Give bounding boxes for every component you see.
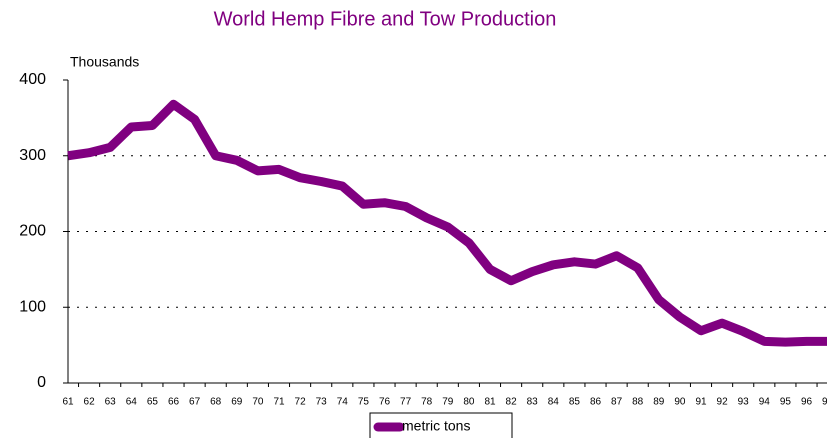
x-tick-label: 97 [822,397,827,408]
x-tick-label: 95 [780,397,792,408]
y-tick-label: 100 [19,298,46,315]
y-tick-label: 0 [37,374,46,391]
x-tick-label: 78 [421,397,433,408]
x-tick-label: 83 [527,397,539,408]
chart-title: World Hemp Fibre and Tow Production [214,8,557,30]
x-tick-label: 80 [463,397,475,408]
x-tick-label: 77 [400,397,412,408]
y-tick-label: 200 [19,223,46,240]
x-tick-label: 88 [632,397,644,408]
y-axis-label: Thousands [70,54,139,70]
x-tick-label: 72 [295,397,307,408]
y-tick-label: 300 [19,147,46,164]
x-tick-label: 86 [590,397,602,408]
x-tick-label: 96 [801,397,813,408]
x-tick-label: 61 [62,397,74,408]
x-tick-label: 79 [442,397,454,408]
x-tick-label: 70 [252,397,264,408]
x-tick-label: 90 [674,397,686,408]
x-tick-label: 63 [105,397,117,408]
x-tick-label: 73 [316,397,328,408]
x-tick-label: 66 [168,397,180,408]
x-tick-label: 74 [337,397,349,408]
x-tick-label: 89 [653,397,665,408]
x-tick-label: 71 [273,397,285,408]
x-tick-label: 81 [484,397,496,408]
line [67,99,827,347]
x-tick-label: 62 [84,397,96,408]
x-tick-label: 69 [231,397,243,408]
x-tick-label: 92 [717,397,729,408]
x-tick-label: 64 [126,397,138,408]
y-tick-label: 400 [19,71,46,88]
x-tick-label: 94 [759,397,771,408]
legend: metric tons [369,412,513,438]
x-tick-label: 82 [506,397,518,408]
x-tick-label: 84 [548,397,560,408]
x-tick-label: 65 [147,397,159,408]
x-tick-label: 76 [379,397,391,408]
x-tick-label: 67 [189,397,201,408]
x-tick-label: 75 [358,397,370,408]
x-tick-label: 68 [210,397,222,408]
x-tick-label: 93 [738,397,750,408]
legend-label: metric tons [402,418,470,434]
x-tick-label: 85 [569,397,581,408]
x-tick-label: 87 [611,397,623,408]
x-tick-label: 91 [695,397,707,408]
